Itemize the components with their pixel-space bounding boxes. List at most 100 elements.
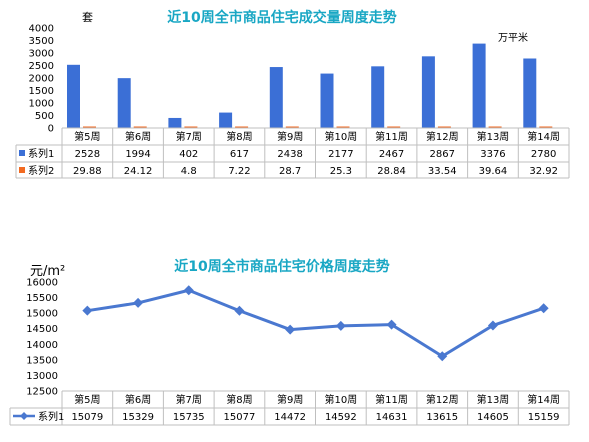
point-marker bbox=[183, 285, 194, 296]
bar-series2 bbox=[133, 126, 147, 128]
data-label: 15077 bbox=[224, 412, 256, 423]
bar-series2 bbox=[488, 126, 502, 128]
chart2-title: 近10周全市商品住宅价格周度走势 bbox=[174, 258, 389, 275]
data-label: 24.12 bbox=[124, 166, 153, 177]
legend-key bbox=[20, 412, 28, 420]
bar-series1 bbox=[219, 112, 233, 128]
category-label: 第9周 bbox=[277, 130, 303, 143]
point-marker bbox=[335, 320, 346, 331]
y-tick-label: 12500 bbox=[26, 387, 58, 398]
category-label: 第6周 bbox=[125, 393, 151, 406]
category-label: 第9周 bbox=[277, 393, 303, 406]
bar-series1 bbox=[421, 56, 435, 129]
data-label: 2467 bbox=[379, 149, 404, 160]
category-label: 第13周 bbox=[477, 130, 510, 143]
data-label: 32.92 bbox=[529, 166, 558, 177]
y-tick-label: 13500 bbox=[26, 355, 58, 366]
chart2-line bbox=[82, 285, 549, 362]
bar-series1 bbox=[168, 117, 182, 128]
point-marker bbox=[538, 303, 549, 314]
data-label: 617 bbox=[230, 149, 249, 160]
series-line bbox=[87, 288, 545, 358]
data-label: 7.22 bbox=[228, 166, 250, 177]
data-label: 15079 bbox=[71, 412, 103, 423]
bar-series1 bbox=[523, 58, 537, 128]
y-tick-label: 3500 bbox=[29, 36, 54, 47]
category-label: 第8周 bbox=[226, 130, 252, 143]
bar-series2 bbox=[387, 126, 401, 128]
y-tick-label: 14000 bbox=[26, 340, 58, 351]
category-label: 第11周 bbox=[375, 130, 408, 143]
category-label: 第11周 bbox=[375, 393, 408, 406]
bar-series2 bbox=[184, 126, 198, 128]
data-label: 25.3 bbox=[330, 166, 352, 177]
category-label: 第7周 bbox=[176, 393, 202, 406]
data-label: 2780 bbox=[531, 149, 556, 160]
y-tick-label: 13000 bbox=[26, 371, 58, 382]
point-marker bbox=[285, 324, 296, 335]
category-label: 第12周 bbox=[426, 393, 459, 406]
point-marker bbox=[82, 305, 93, 316]
bar-series1 bbox=[320, 73, 334, 128]
bar-series2 bbox=[235, 126, 249, 128]
data-label: 15329 bbox=[122, 412, 154, 423]
category-label: 第7周 bbox=[176, 130, 202, 143]
y-tick-label: 2500 bbox=[29, 61, 54, 72]
data-label: 2177 bbox=[328, 149, 353, 160]
y-tick-label: 15500 bbox=[26, 293, 58, 304]
category-label: 第14周 bbox=[527, 393, 560, 406]
bar-series2 bbox=[437, 126, 451, 128]
data-label: 2528 bbox=[75, 149, 100, 160]
point-marker bbox=[133, 297, 144, 308]
data-label: 14592 bbox=[325, 412, 357, 423]
legend-label: 系列1 bbox=[38, 410, 64, 423]
chart1-unit-left: 套 bbox=[82, 11, 93, 24]
data-label: 39.64 bbox=[479, 166, 508, 177]
data-label: 29.88 bbox=[73, 166, 102, 177]
data-label: 402 bbox=[179, 149, 198, 160]
category-label: 第13周 bbox=[477, 393, 510, 406]
category-label: 第5周 bbox=[74, 130, 100, 143]
bar-series2 bbox=[336, 126, 350, 128]
y-tick-label: 2000 bbox=[29, 74, 54, 85]
chart1-title: 近10周全市商品住宅成交量周度走势 bbox=[167, 9, 396, 26]
category-label: 第5周 bbox=[74, 393, 100, 406]
category-label: 第10周 bbox=[324, 130, 357, 143]
point-marker bbox=[234, 305, 245, 316]
y-tick-label: 1000 bbox=[29, 99, 54, 110]
legend-label: 系列2 bbox=[28, 164, 54, 177]
data-label: 28.7 bbox=[279, 166, 301, 177]
data-label: 14605 bbox=[477, 412, 509, 423]
data-label: 3376 bbox=[480, 149, 505, 160]
y-tick-label: 3000 bbox=[29, 49, 54, 60]
point-marker bbox=[386, 319, 397, 330]
data-label: 2438 bbox=[277, 149, 302, 160]
y-tick-label: 4000 bbox=[29, 24, 54, 35]
y-tick-label: 500 bbox=[35, 111, 54, 122]
data-label: 15735 bbox=[173, 412, 205, 423]
data-label: 14631 bbox=[376, 412, 408, 423]
y-tick-label: 14500 bbox=[26, 324, 58, 335]
point-marker bbox=[487, 320, 498, 331]
bar-series1 bbox=[371, 66, 385, 128]
bar-series2 bbox=[83, 126, 96, 128]
data-label: 2867 bbox=[430, 149, 455, 160]
y-tick-label: 16000 bbox=[26, 278, 58, 289]
chart2-y-axis: 12500 13000 13500 14000 14500 15000 15500 16000 bbox=[26, 278, 58, 398]
chart1-unit-right: 万平米 bbox=[498, 31, 528, 44]
data-label: 14472 bbox=[274, 412, 306, 423]
y-tick-label: 15000 bbox=[26, 309, 58, 320]
bar-series2 bbox=[285, 126, 299, 128]
legend-key bbox=[19, 167, 25, 173]
data-label: 4.8 bbox=[181, 166, 197, 177]
legend-label: 系列1 bbox=[28, 147, 54, 160]
data-label: 13615 bbox=[426, 412, 458, 423]
bar-series1 bbox=[117, 78, 131, 128]
category-label: 第12周 bbox=[426, 130, 459, 143]
chart1-bars bbox=[67, 43, 553, 129]
y-tick-label: 1500 bbox=[29, 86, 54, 97]
data-label: 15159 bbox=[528, 412, 560, 423]
